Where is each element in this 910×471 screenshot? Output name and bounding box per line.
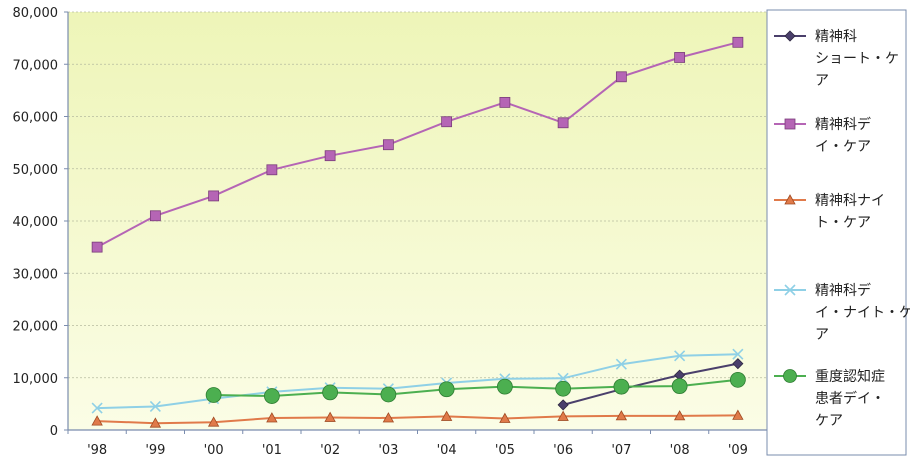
data-point: [266, 164, 278, 176]
data-point: [149, 210, 161, 222]
legend-box: [766, 9, 907, 456]
data-point: [263, 388, 280, 404]
series-line: [97, 353, 738, 410]
data-point: [557, 399, 569, 411]
data-point: [499, 96, 511, 108]
data-point: [149, 400, 161, 413]
x-tick-label: '06: [553, 443, 573, 458]
legend-swatch-marker: [784, 284, 796, 296]
data-point: [615, 410, 628, 421]
data-point: [324, 150, 336, 162]
data-point: [615, 71, 627, 83]
x-tick-label: '98: [87, 443, 107, 458]
data-point: [732, 348, 744, 360]
data-point: [207, 416, 220, 427]
legend-label: 患者デイ・: [815, 390, 885, 407]
legend-swatch-marker: [784, 30, 796, 42]
y-tick-label: 0: [50, 424, 58, 439]
data-point: [557, 410, 569, 421]
data-point: [732, 409, 744, 420]
legend-label: 重度認知症: [815, 368, 885, 385]
data-point: [380, 386, 397, 403]
x-tick-label: '01: [262, 443, 282, 458]
x-tick-label: '03: [378, 443, 398, 458]
data-point: [382, 139, 394, 151]
data-point: [671, 378, 688, 395]
y-tick-label: 60,000: [13, 111, 59, 126]
series-line: [97, 414, 738, 425]
series-1: [91, 36, 744, 253]
data-point: [441, 116, 453, 128]
data-point: [382, 412, 395, 423]
y-tick-label: 10,000: [13, 372, 59, 387]
y-tick-label: 80,000: [13, 6, 59, 21]
data-point: [91, 402, 103, 414]
legend-label: ア: [815, 327, 829, 343]
data-point: [557, 117, 569, 129]
data-point: [496, 378, 513, 395]
data-point: [732, 36, 744, 48]
data-point: [91, 415, 103, 426]
series-4: [205, 371, 746, 404]
data-point: [208, 190, 220, 202]
legend-label: 精神科: [815, 29, 857, 45]
x-tick-label: '07: [611, 443, 631, 458]
x-tick-label: '04: [437, 443, 457, 458]
y-tick-label: 40,000: [13, 215, 59, 230]
legend-label: 精神科デ: [815, 282, 871, 299]
x-tick-label: '00: [204, 443, 224, 458]
legend-label: ア: [815, 73, 829, 89]
legend-label: ケア: [815, 413, 843, 429]
x-tick-label: '99: [145, 443, 165, 458]
y-tick-label: 20,000: [13, 320, 59, 335]
x-tick-label: '09: [728, 443, 748, 458]
y-tick-label: 70,000: [13, 58, 59, 73]
legend-label: ト・ケア: [815, 215, 871, 231]
legend-label: 精神科ナイ: [815, 193, 885, 209]
data-point: [729, 371, 746, 388]
x-tick-label: '02: [320, 443, 340, 458]
data-point: [266, 412, 278, 423]
data-point: [322, 384, 339, 401]
data-point: [615, 358, 627, 370]
data-point: [673, 410, 686, 421]
x-tick-label: '08: [670, 443, 690, 458]
legend-label: イ・ケア: [815, 139, 871, 155]
legend-swatch-marker: [784, 118, 796, 130]
legend-label: イ・ナイト・ケ: [815, 305, 910, 321]
data-point: [149, 417, 162, 428]
data-point: [555, 380, 572, 397]
legend-swatch-marker: [784, 194, 796, 205]
series-line: [96, 41, 739, 248]
data-point: [205, 387, 222, 403]
data-point: [732, 358, 744, 370]
legend-label: ショート・ケ: [815, 51, 899, 67]
series-2: [91, 409, 744, 428]
series-line: [562, 362, 739, 406]
data-point: [674, 52, 686, 63]
data-point: [324, 411, 336, 422]
legend-label: 精神科デ: [815, 116, 871, 133]
data-point: [91, 241, 103, 253]
series-line: [213, 378, 739, 398]
x-tick-label: '05: [495, 443, 515, 458]
data-point: [499, 412, 511, 423]
legend-swatch-marker: [783, 369, 797, 383]
data-point: [438, 381, 455, 398]
data-point: [440, 410, 453, 421]
data-point: [674, 350, 686, 362]
y-tick-label: 30,000: [13, 267, 59, 282]
data-point: [613, 378, 630, 395]
y-tick-label: 50,000: [13, 163, 59, 178]
